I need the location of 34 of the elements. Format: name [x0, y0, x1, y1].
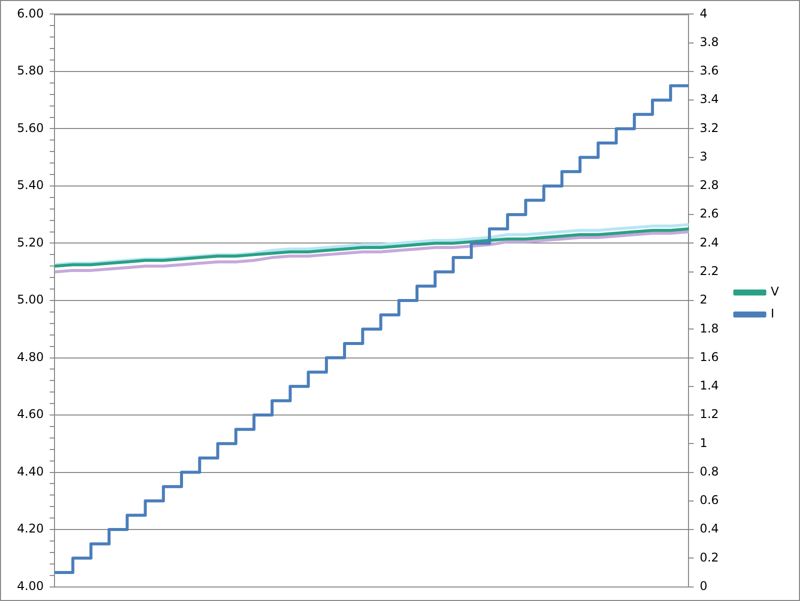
y2-tick-label: 0 [700, 578, 708, 593]
y2-tick-label: 3.8 [700, 34, 719, 49]
y-tick-label: 4.20 [17, 522, 44, 536]
legend-label: V [770, 284, 780, 299]
y-tick-label: 6.00 [17, 6, 44, 20]
y-tick-label: 5.20 [17, 235, 44, 250]
y2-tick-label: 1 [700, 436, 708, 450]
y2-tick-label: 1.4 [700, 378, 719, 393]
y-tick-label: 5.80 [17, 64, 44, 78]
y-tick-label: 4.40 [17, 464, 44, 478]
y2-tick-label: 2.8 [700, 178, 719, 192]
y2-tick-label: 2.6 [700, 206, 719, 221]
y2-tick-label: 0.8 [700, 464, 719, 478]
y2-tick-label: 0.4 [700, 522, 719, 536]
y2-tick-label: 2.2 [700, 264, 719, 278]
y2-tick-label: 3 [700, 149, 708, 164]
y2-tick-label: 1.2 [700, 407, 719, 422]
y-tick-label: 5.40 [17, 178, 44, 192]
y2-tick-label: 2 [700, 292, 708, 307]
y2-tick-label: 4 [700, 6, 708, 20]
y2-tick-label: 3.6 [700, 64, 719, 78]
y2-tick-label: 0.6 [700, 493, 719, 508]
y2-tick-label: 2.4 [700, 235, 719, 250]
y2-tick-label: 1.6 [700, 350, 719, 364]
y-tick-label: 5.00 [17, 292, 44, 307]
y-tick-label: 4.00 [17, 578, 44, 593]
y-tick-label: 4.80 [17, 350, 44, 364]
y2-tick-label: 1.8 [700, 321, 719, 336]
y2-tick-label: 0.2 [700, 550, 719, 564]
y2-tick-label: 3.2 [700, 120, 719, 135]
y-tick-label: 4.60 [17, 407, 44, 422]
y2-tick-label: 3.4 [700, 92, 719, 106]
y-tick-label: 5.60 [17, 120, 44, 135]
legend-label: I [770, 306, 774, 321]
